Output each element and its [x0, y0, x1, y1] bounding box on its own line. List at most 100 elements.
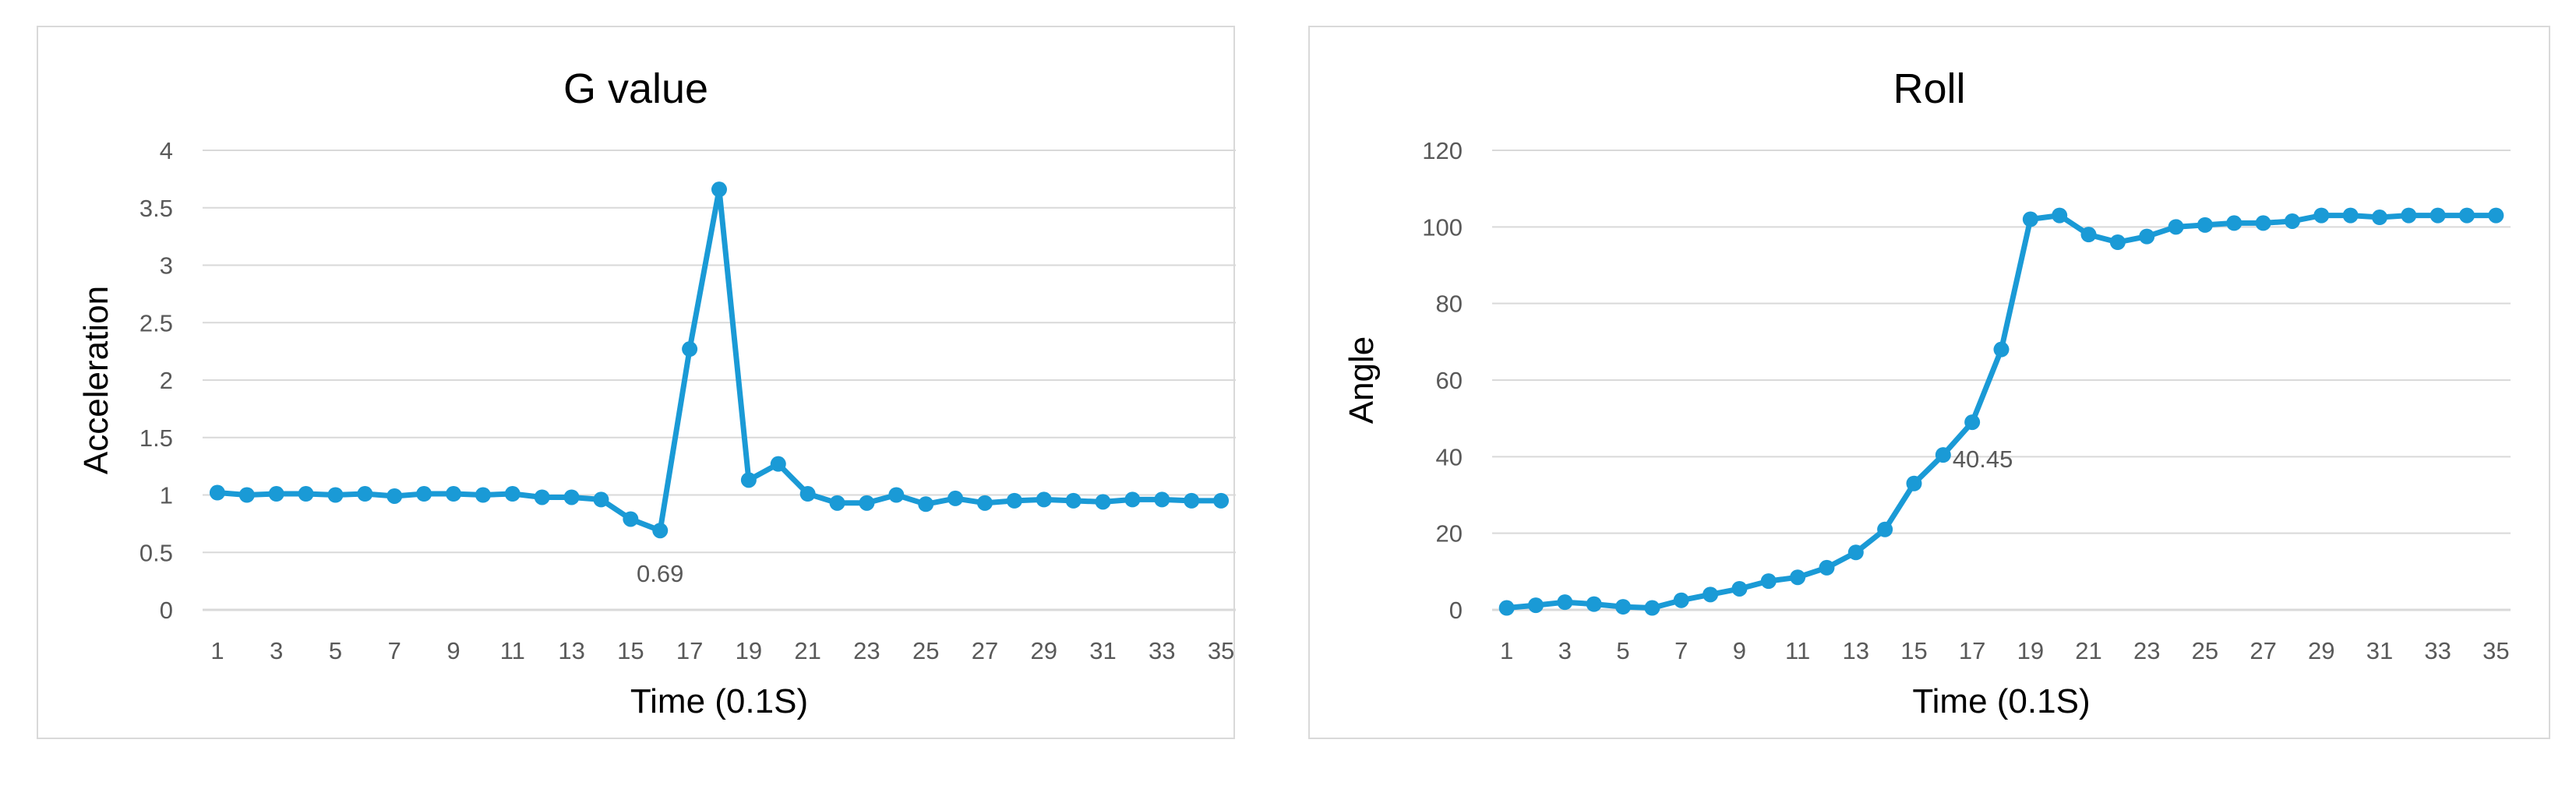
- data-point: [2342, 207, 2359, 224]
- data-point: [1847, 544, 1864, 561]
- data-point: [1557, 594, 1573, 611]
- x-tick-label: 3: [270, 637, 283, 664]
- data-point: [2109, 234, 2126, 250]
- data-point: [1498, 600, 1515, 616]
- data-point: [1065, 492, 1082, 509]
- data-point: [2255, 215, 2271, 231]
- data-point: [1673, 592, 1689, 608]
- x-tick-label: 21: [2075, 637, 2101, 664]
- x-tick-label: 11: [500, 637, 525, 664]
- x-tick-label: 29: [1031, 637, 1057, 664]
- data-point: [1528, 597, 1544, 614]
- data-point: [652, 523, 669, 539]
- data-label: 0.69: [637, 560, 683, 587]
- data-point: [1935, 447, 1951, 463]
- data-point: [711, 181, 727, 198]
- x-tick-label: 23: [2133, 637, 2160, 664]
- data-point: [2226, 215, 2243, 231]
- data-point: [504, 486, 520, 502]
- data-point: [1819, 559, 1835, 576]
- data-point: [1790, 569, 1806, 586]
- y-axis-title: Acceleration: [77, 286, 115, 474]
- data-point: [1906, 475, 1922, 491]
- data-point: [2488, 207, 2504, 224]
- x-tick-label: 3: [1558, 637, 1572, 664]
- data-point: [2052, 207, 2068, 224]
- x-tick-label: 15: [1900, 637, 1927, 664]
- data-point: [1184, 492, 1200, 509]
- x-tick-label: 33: [2424, 637, 2451, 664]
- data-point: [2022, 211, 2038, 227]
- data-point: [446, 486, 462, 502]
- chart-title: Roll: [1893, 65, 1965, 112]
- data-point: [327, 487, 344, 503]
- x-tick-label: 17: [676, 637, 703, 664]
- data-point: [2430, 207, 2446, 224]
- chart-frame: [37, 26, 1235, 739]
- data-point: [2197, 217, 2213, 233]
- data-point: [357, 486, 373, 502]
- y-tick-label: 0: [1449, 597, 1463, 624]
- y-tick-label: 2: [160, 367, 173, 394]
- data-label: 40.45: [1953, 446, 2013, 473]
- data-point: [1760, 573, 1777, 590]
- data-point: [416, 486, 432, 502]
- data-point: [918, 496, 934, 512]
- x-tick-label: 1: [1500, 637, 1513, 664]
- data-point: [2401, 207, 2417, 224]
- data-point: [1877, 521, 1893, 537]
- data-point: [298, 486, 314, 502]
- x-tick-label: 5: [329, 637, 342, 664]
- data-point: [386, 488, 403, 504]
- y-tick-label: 120: [1422, 137, 1463, 164]
- y-axis-title: Angle: [1343, 336, 1381, 424]
- data-point: [2313, 207, 2330, 224]
- x-tick-label: 33: [1149, 637, 1175, 664]
- data-point: [1036, 491, 1052, 508]
- x-tick-label: 5: [1616, 637, 1629, 664]
- x-tick-label: 21: [794, 637, 820, 664]
- x-tick-label: 25: [2192, 637, 2218, 664]
- data-point: [799, 486, 816, 502]
- data-point: [1731, 580, 1748, 597]
- data-point: [475, 487, 491, 503]
- chart-title: G value: [563, 65, 708, 112]
- x-tick-label: 1: [210, 637, 224, 664]
- x-tick-label: 15: [617, 637, 644, 664]
- y-tick-label: 0: [160, 597, 173, 624]
- x-tick-label: 13: [1843, 637, 1869, 664]
- x-axis-title: Time (0.1S): [630, 682, 808, 720]
- data-point: [1586, 596, 1602, 612]
- data-point: [268, 486, 284, 502]
- y-tick-label: 40: [1436, 443, 1463, 470]
- y-tick-label: 1.5: [139, 424, 173, 452]
- data-point: [1644, 600, 1660, 616]
- data-point: [623, 511, 639, 527]
- data-point: [2458, 207, 2475, 224]
- data-point: [593, 491, 609, 508]
- x-tick-label: 17: [1959, 637, 1985, 664]
- x-tick-label: 31: [1089, 637, 1116, 664]
- data-point: [1993, 341, 2010, 357]
- data-point: [2284, 213, 2300, 229]
- data-point: [1006, 492, 1022, 509]
- x-tick-label: 19: [2017, 637, 2044, 664]
- data-point: [2139, 228, 2155, 245]
- data-point: [563, 489, 580, 505]
- chart-frame: [1308, 26, 2550, 739]
- x-axis-title: Time (0.1S): [1912, 682, 2090, 720]
- y-tick-label: 60: [1436, 367, 1463, 394]
- data-point: [1703, 586, 1719, 603]
- x-tick-label: 35: [2482, 637, 2509, 664]
- x-tick-label: 7: [1674, 637, 1688, 664]
- data-point: [888, 487, 905, 503]
- data-point: [740, 472, 757, 488]
- data-point: [2080, 227, 2097, 243]
- y-tick-label: 0.5: [139, 539, 173, 566]
- data-point: [829, 495, 845, 511]
- x-tick-label: 35: [1208, 637, 1234, 664]
- x-tick-label: 27: [972, 637, 998, 664]
